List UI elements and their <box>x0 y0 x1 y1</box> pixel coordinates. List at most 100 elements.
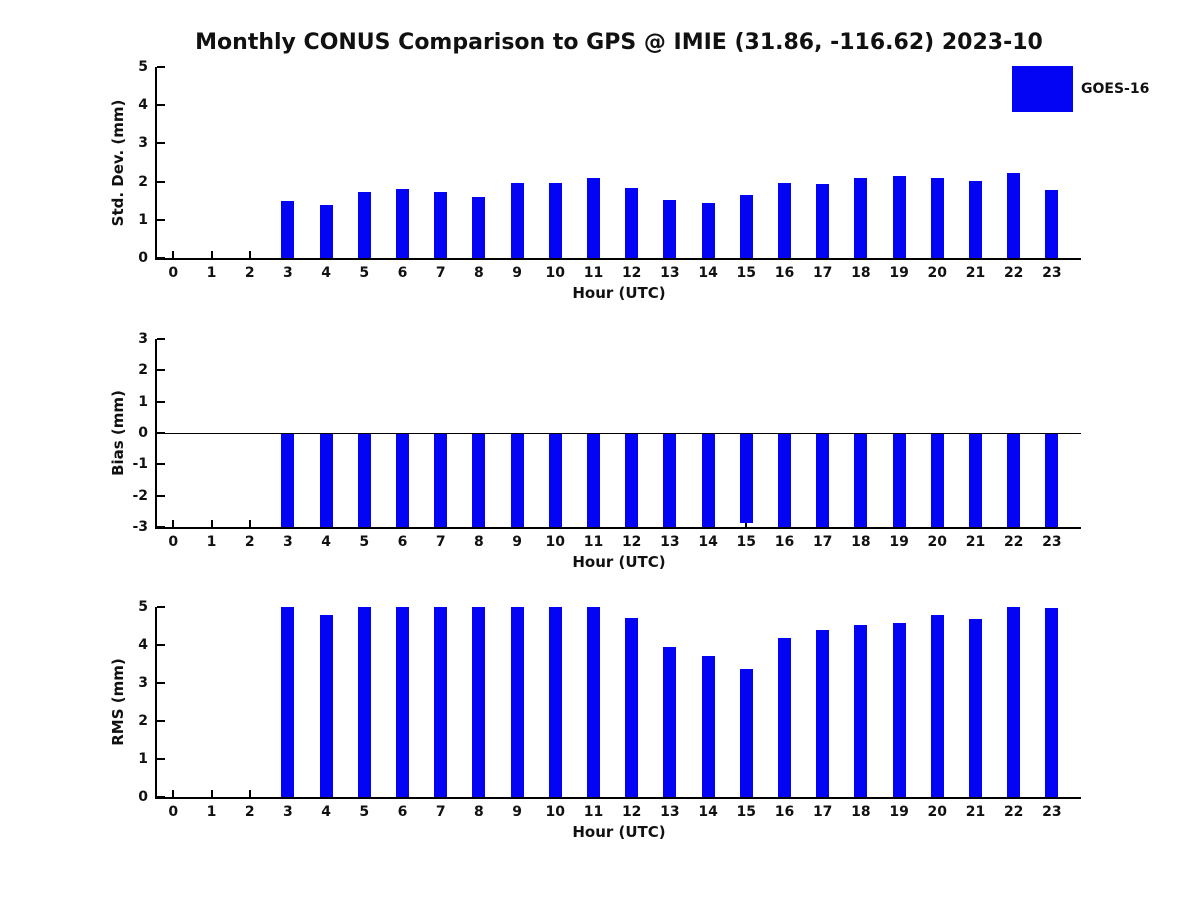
x-tick-label: 12 <box>621 265 642 281</box>
x-tick <box>783 251 786 258</box>
x-tick <box>592 251 595 258</box>
x-tick <box>783 520 786 527</box>
y-tick-label: 0 <box>138 425 148 441</box>
x-tick <box>1012 251 1015 258</box>
x-tick <box>821 790 824 797</box>
y-tick <box>157 758 165 760</box>
x-tick-label: 18 <box>851 804 871 820</box>
y-tick <box>157 606 165 608</box>
bar-hour-23 <box>1045 433 1059 527</box>
bar-hour-15 <box>739 668 753 797</box>
x-tick-label: 23 <box>1042 804 1062 820</box>
x-tick-label: 9 <box>512 534 522 550</box>
x-tick <box>516 790 519 797</box>
x-tick-label: 13 <box>660 804 680 820</box>
bar-hour-14 <box>701 202 715 258</box>
y-axis-label: RMS (mm) <box>109 658 127 746</box>
y-tick <box>157 526 165 528</box>
x-tick-label: 14 <box>698 534 718 550</box>
x-tick <box>783 790 786 797</box>
x-tick-label: 14 <box>698 804 718 820</box>
bar-hour-17 <box>816 433 830 527</box>
x-tick-label: 18 <box>851 534 871 550</box>
x-tick-label: 1 <box>206 265 217 281</box>
x-tick-label: 17 <box>812 804 833 820</box>
x-tick <box>439 251 442 258</box>
x-tick <box>325 520 328 527</box>
x-tick <box>707 251 710 258</box>
x-tick <box>516 251 519 258</box>
legend: GOES-16 <box>1012 66 1149 112</box>
legend-color-swatch <box>1012 66 1073 112</box>
bar-hour-21 <box>969 619 982 797</box>
bar-hour-6 <box>396 189 409 258</box>
x-axis-label: Hour (UTC) <box>572 823 666 841</box>
y-tick <box>157 644 165 646</box>
x-tick-label: 6 <box>397 804 408 820</box>
bar-hour-10 <box>548 433 562 527</box>
x-tick-label: 5 <box>359 534 370 550</box>
legend-label: GOES-16 <box>1081 81 1150 97</box>
x-axis-spine <box>155 527 1081 529</box>
x-tick <box>745 251 748 258</box>
x-tick-label: 21 <box>965 265 986 281</box>
bar-hour-9 <box>510 183 524 258</box>
bar-hour-3 <box>281 433 295 527</box>
x-tick-label: 2 <box>244 804 255 820</box>
y-axis-label: Std. Dev. (mm) <box>109 99 127 226</box>
y-tick-label: 1 <box>138 393 148 410</box>
bar-hour-14 <box>701 655 715 797</box>
x-tick-label: 8 <box>474 534 484 550</box>
y-tick-label: 0 <box>138 250 148 266</box>
y-tick <box>157 66 165 68</box>
x-axis-label: Hour (UTC) <box>572 284 666 302</box>
x-tick <box>707 790 710 797</box>
bar-hour-3 <box>281 200 295 258</box>
y-tick <box>157 180 165 183</box>
x-tick <box>668 520 671 527</box>
bar-hour-5 <box>357 192 371 258</box>
x-tick-label: 20 <box>927 265 948 281</box>
y-tick-label: 5 <box>138 599 148 615</box>
x-tick <box>210 251 213 258</box>
y-tick-label: 0 <box>138 789 148 805</box>
x-tick-label: 0 <box>168 534 179 550</box>
x-tick-label: 15 <box>736 534 757 550</box>
x-tick-label: 23 <box>1042 265 1062 281</box>
y-axis-spine <box>155 67 157 260</box>
bar-hour-7 <box>434 607 448 797</box>
x-tick-label: 4 <box>321 265 331 281</box>
bar-hour-8 <box>472 607 486 797</box>
x-tick-label: 19 <box>889 265 909 281</box>
bar-hour-6 <box>396 433 409 527</box>
x-tick-label: 13 <box>660 265 680 281</box>
x-tick <box>554 790 557 797</box>
x-tick-label: 1 <box>206 804 217 820</box>
y-tick <box>157 218 165 221</box>
y-axis-label: Bias (mm) <box>109 390 127 476</box>
x-tick <box>898 790 901 797</box>
x-tick-label: 12 <box>621 804 642 820</box>
x-tick-label: 3 <box>283 265 293 281</box>
x-tick-label: 22 <box>1003 265 1024 281</box>
bar-hour-13 <box>663 433 677 527</box>
bar-hour-18 <box>854 625 868 797</box>
bar-hour-23 <box>1045 608 1059 797</box>
bar-hour-10 <box>548 607 562 797</box>
x-tick <box>859 790 862 797</box>
x-tick <box>974 790 977 797</box>
bar-hour-13 <box>663 647 677 797</box>
bar-hour-17 <box>816 183 830 258</box>
bar-hour-19 <box>892 176 906 258</box>
x-tick-label: 4 <box>321 804 331 820</box>
y-tick-label: 4 <box>138 637 148 653</box>
x-tick <box>439 790 442 797</box>
x-tick-label: 4 <box>321 534 331 550</box>
x-tick <box>248 251 251 258</box>
y-tick <box>157 682 165 684</box>
bar-hour-11 <box>587 178 600 258</box>
x-tick-label: 16 <box>774 804 795 820</box>
zero-line <box>157 432 1081 434</box>
x-tick <box>172 790 175 797</box>
